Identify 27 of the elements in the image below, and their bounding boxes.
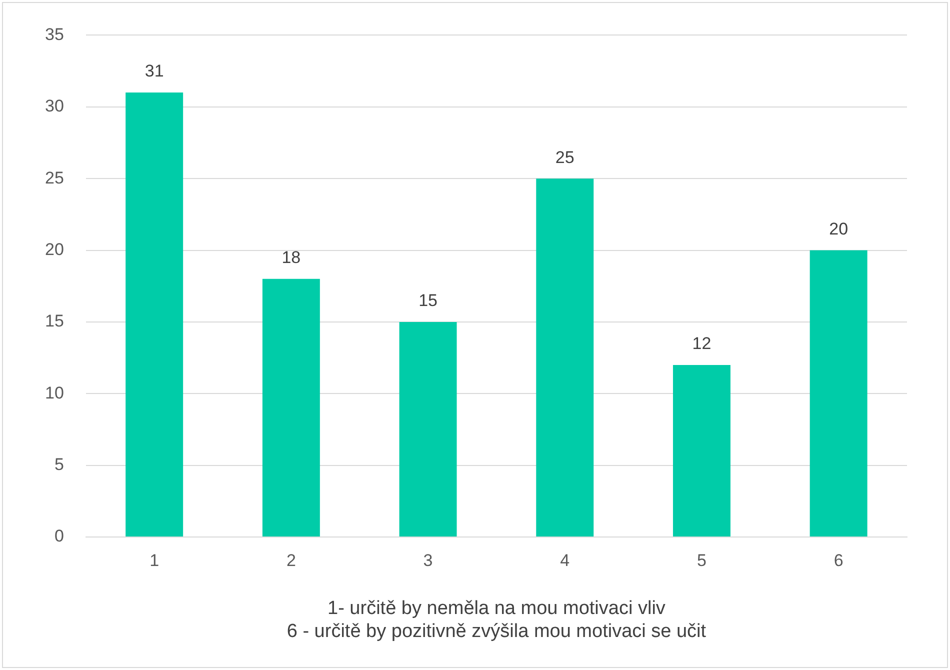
x-tick-label: 4 (560, 550, 570, 570)
bar (810, 250, 868, 536)
data-label: 12 (692, 334, 712, 354)
data-label: 18 (282, 248, 301, 268)
x-tick-label: 1 (150, 550, 160, 570)
y-tick-label: 20 (44, 240, 64, 259)
data-label: 15 (418, 291, 438, 310)
bar (536, 178, 594, 536)
bar (126, 92, 184, 536)
bar (672, 364, 730, 536)
y-tick-label: 15 (44, 312, 64, 331)
x-tick-label: 3 (423, 550, 433, 570)
x-tick-label: 5 (696, 550, 706, 570)
data-label: 20 (829, 219, 848, 238)
data-label: 31 (144, 62, 164, 81)
y-tick-label: 30 (44, 96, 64, 116)
data-label: 25 (555, 148, 574, 167)
y-tick-label: 5 (54, 455, 64, 474)
x-tick-label: 2 (286, 550, 296, 570)
y-tick-label: 25 (44, 168, 64, 188)
bar (399, 322, 457, 536)
x-tick-label: 6 (834, 550, 844, 570)
x-axis-title: 1- určitě by neměla na mou motivaci vliv 6 - určitě by pozitivně zvýšila mou motivaci se učit (286, 598, 707, 642)
bar (262, 278, 320, 536)
y-tick-label: 10 (44, 383, 64, 402)
y-tick-label: 35 (44, 24, 64, 44)
y-tick-label: 0 (54, 526, 64, 546)
